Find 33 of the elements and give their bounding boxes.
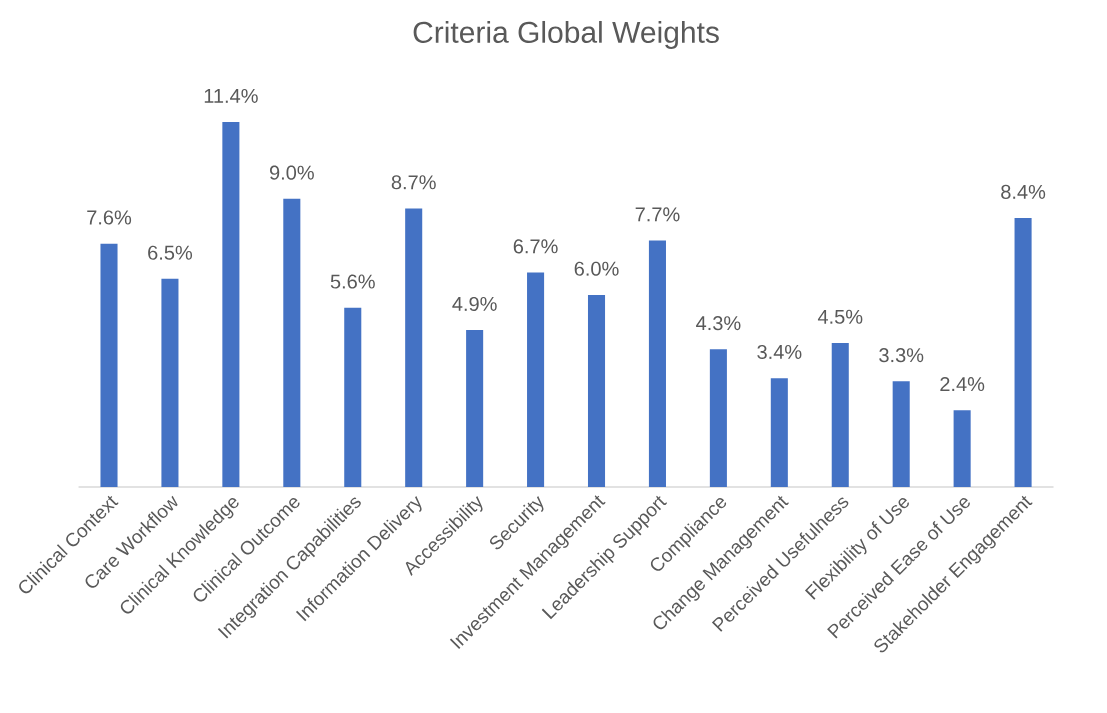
- data-label: 7.6%: [87, 210, 132, 225]
- bar: [344, 307, 362, 487]
- data-label: 11.4%: [204, 88, 258, 103]
- data-label: 5.6%: [330, 274, 375, 289]
- bar: [222, 121, 240, 487]
- data-label: 8.4%: [1001, 184, 1046, 199]
- data-label: 4.9%: [452, 296, 497, 312]
- data-label: 4.3%: [696, 316, 741, 331]
- bar: [587, 294, 606, 487]
- data-label: 3.4%: [757, 344, 802, 360]
- data-label: 4.5%: [817, 309, 863, 324]
- bar: [648, 240, 666, 487]
- data-label: 3.3%: [879, 348, 924, 363]
- chart-title: Criteria Global Weights: [413, 20, 719, 49]
- bar: [466, 330, 484, 487]
- bar: [1014, 218, 1032, 487]
- bar: [100, 243, 118, 487]
- data-label: 9.0%: [269, 165, 314, 180]
- data-label: 6.7%: [513, 239, 558, 254]
- bar: [892, 381, 910, 487]
- bar: [770, 378, 788, 487]
- bar: [405, 208, 423, 487]
- data-label: 6.0%: [574, 261, 619, 276]
- bar: [831, 342, 849, 487]
- bar: [709, 349, 727, 487]
- bar: [161, 278, 179, 487]
- bar: [953, 410, 971, 487]
- bar: [527, 272, 545, 487]
- data-label: 6.5%: [148, 245, 193, 260]
- data-label: 7.7%: [635, 207, 680, 222]
- data-label: 8.7%: [391, 175, 436, 190]
- data-label: 2.4%: [940, 377, 985, 392]
- bar: [283, 198, 301, 487]
